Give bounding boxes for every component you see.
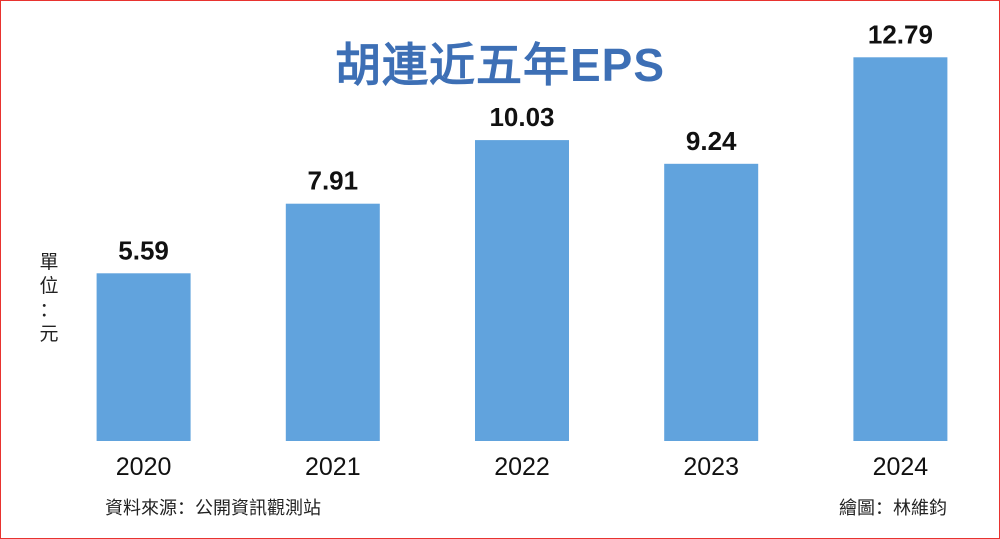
bar-2024	[853, 57, 948, 442]
bar-2022	[475, 140, 569, 441]
value-label: 10.03	[489, 102, 554, 132]
bar-2023	[664, 163, 759, 442]
unit-char: 單	[39, 252, 59, 273]
x-tick-label: 2023	[683, 453, 739, 481]
bar-2021	[285, 203, 380, 441]
value-label: 12.79	[868, 19, 933, 49]
author-credit: 繪圖：林維鈞	[839, 498, 947, 518]
unit-char: 元	[39, 324, 59, 345]
x-tick-label: 2024	[873, 453, 929, 481]
unit-char: ：	[39, 300, 59, 321]
value-label: 5.59	[118, 235, 169, 265]
value-label: 9.24	[686, 126, 737, 156]
source-note: 資料來源：公開資訊觀測站	[105, 498, 321, 518]
unit-label: 單 位 ： 元	[37, 251, 61, 347]
value-label: 7.91	[307, 166, 358, 196]
x-tick-label: 2022	[494, 453, 550, 481]
chart-title: 胡連近五年EPS	[334, 39, 666, 91]
x-tick-label: 2020	[116, 453, 172, 481]
bar-2020	[96, 273, 191, 441]
x-tick-label: 2021	[305, 453, 361, 481]
unit-char: 位	[39, 276, 59, 297]
